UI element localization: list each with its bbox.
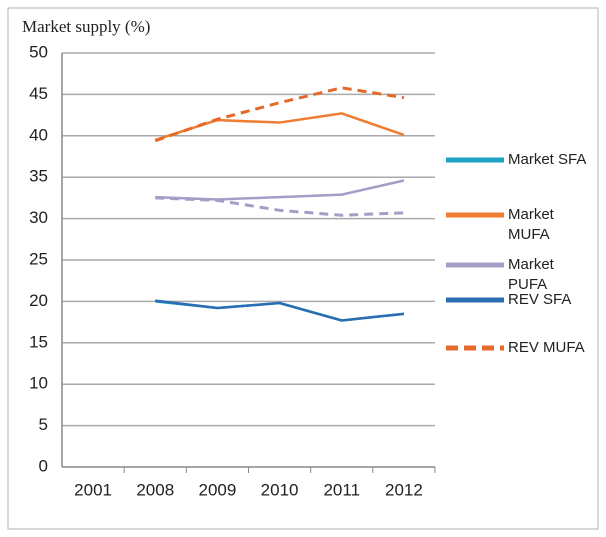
y-tick-label: 35 (29, 167, 48, 186)
y-tick-label: 50 (29, 42, 48, 61)
y-tick-label: 30 (29, 208, 48, 227)
y-tick-label: 10 (29, 374, 48, 393)
x-tick-label: 2010 (261, 480, 299, 499)
y-tick-label: 25 (29, 249, 48, 268)
y-axis-label: Market supply (%) (22, 17, 150, 36)
x-tick-label: 2008 (136, 480, 174, 499)
x-tick-label: 2011 (323, 480, 360, 499)
series-line (154, 112, 405, 142)
x-tick-label: 2009 (199, 480, 237, 499)
y-tick-label: 0 (39, 456, 48, 475)
series-line (155, 299, 405, 322)
legend-label: Market PUFA (508, 256, 554, 293)
y-tick-label: 45 (29, 84, 48, 103)
y-tick-label: 40 (29, 125, 48, 144)
y-tick-label: 20 (29, 291, 48, 310)
legend-label: REV SFA (508, 291, 572, 308)
x-tick-label: 2001 (74, 480, 112, 499)
x-tick-label: 2012 (385, 480, 423, 499)
legend-label: Market SFA (508, 151, 587, 168)
series-line (154, 86, 405, 143)
legend-label: REV MUFA (508, 339, 585, 356)
series-line (155, 196, 404, 217)
y-tick-label: 15 (29, 332, 48, 351)
y-tick-label: 5 (39, 415, 48, 434)
legend-label: Market MUFA (508, 206, 554, 243)
series-line (155, 179, 405, 201)
frame (7, 7, 599, 530)
